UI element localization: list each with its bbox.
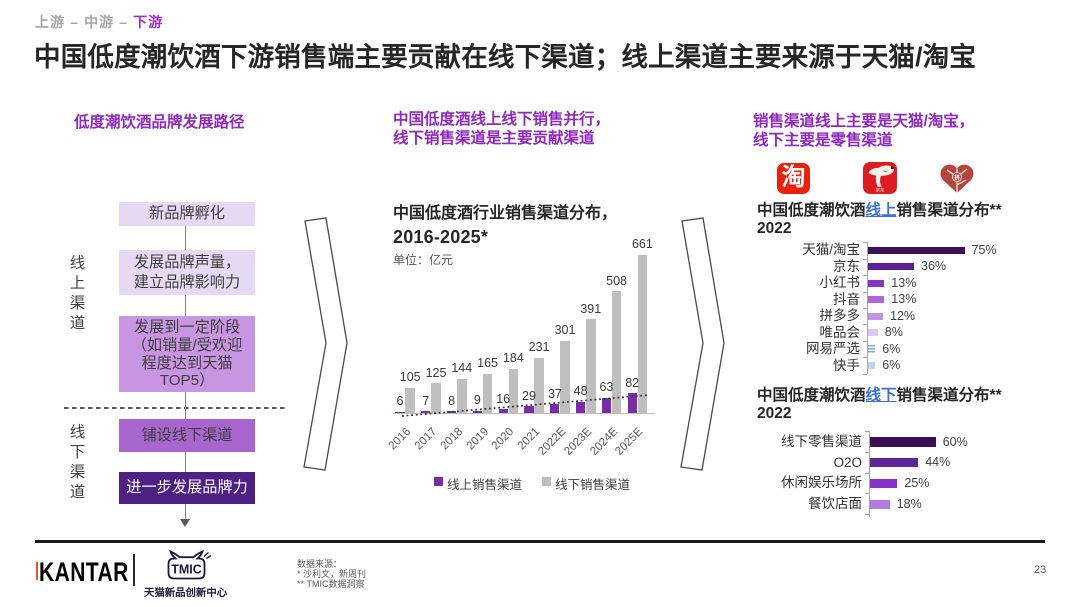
- svg-text:拼: 拼: [954, 174, 960, 182]
- svg-text:京东: 京东: [876, 187, 885, 194]
- svg-text:TMIC: TMIC: [171, 563, 202, 577]
